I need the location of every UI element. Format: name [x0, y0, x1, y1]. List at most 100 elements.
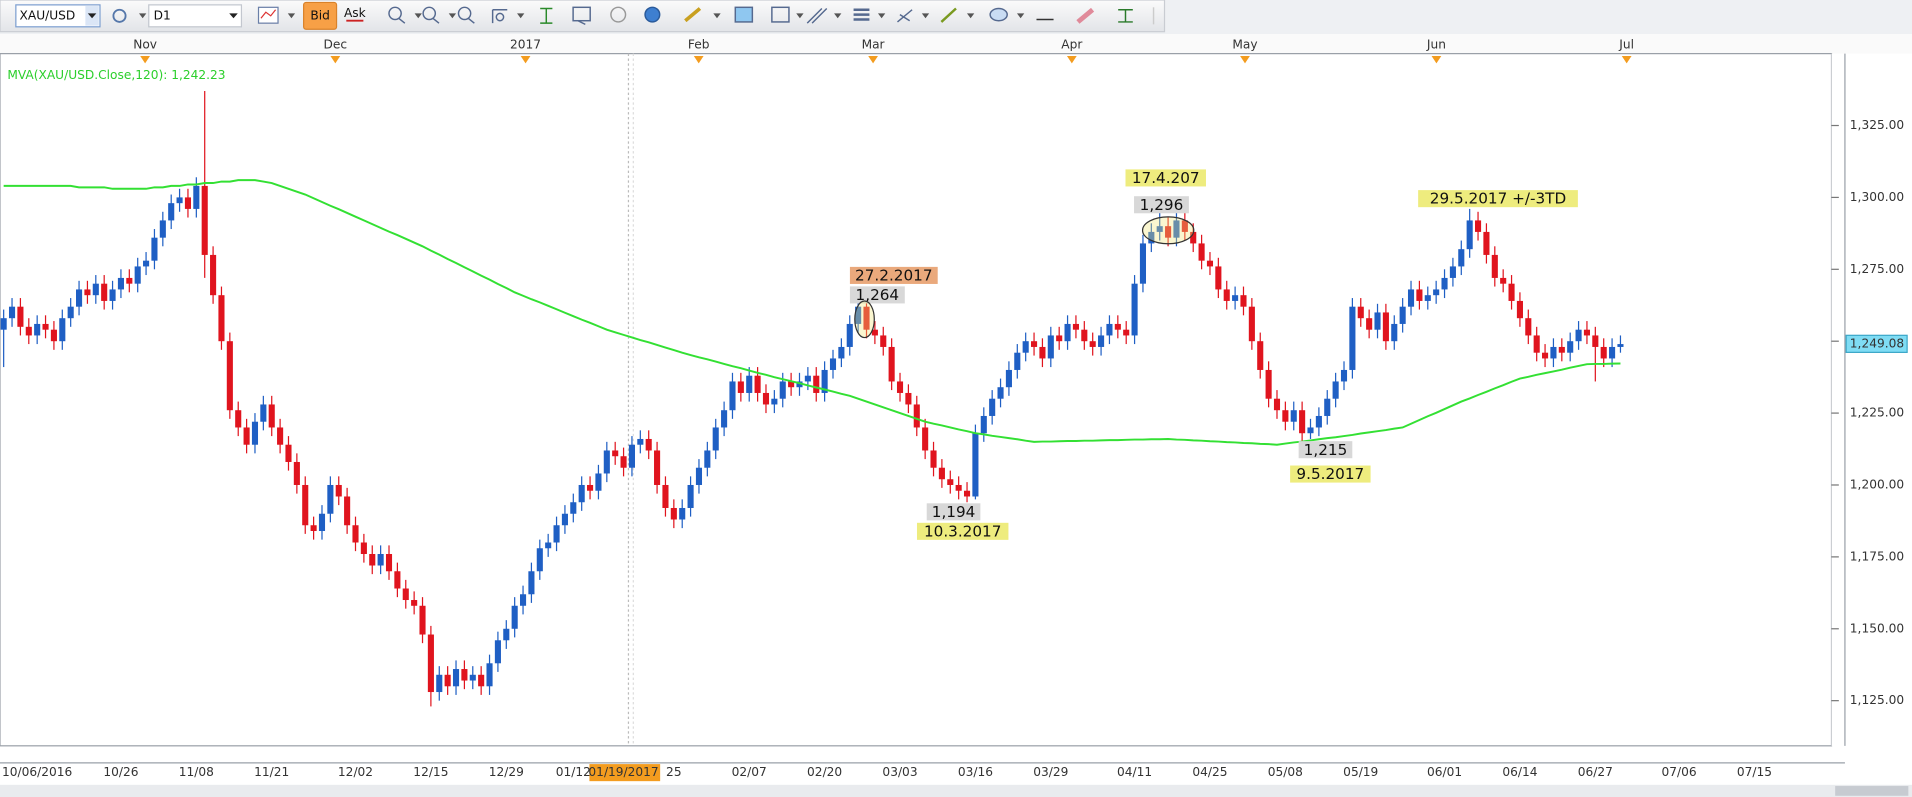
candle-body: [1466, 220, 1473, 250]
candle-body: [1064, 323, 1071, 342]
annotation-text: 1,215: [1304, 441, 1348, 459]
x-tick-label: 04/11: [1117, 765, 1152, 779]
symbol-combo[interactable]: XAU/USD: [15, 4, 101, 28]
month-marker: [1240, 56, 1250, 64]
candle-body: [1282, 410, 1289, 422]
candle-body: [1558, 346, 1565, 353]
scrollbar-thumb[interactable]: [1835, 786, 1909, 796]
candle-body: [838, 346, 845, 359]
candle-body: [1131, 283, 1138, 336]
candle-body: [1424, 295, 1431, 301]
tool-icons[interactable]: [388, 6, 1155, 26]
annotation-text: 27.2.2017: [855, 267, 932, 285]
x-tick-label: 07/15: [1737, 765, 1772, 779]
candle-body: [1240, 295, 1247, 307]
candle-body: [1223, 289, 1230, 301]
timeframe-combo[interactable]: D1: [148, 4, 243, 28]
candle-body: [1031, 341, 1038, 347]
candle-body: [101, 283, 108, 301]
candle-body: [377, 554, 384, 566]
bid-button[interactable]: Bid: [303, 1, 338, 30]
highlight-ellipse: [854, 300, 875, 339]
candle-body: [947, 479, 954, 485]
y-tick-label: 1,325.00: [1850, 118, 1904, 132]
month-marker: [520, 56, 531, 64]
candle-body: [930, 450, 937, 468]
candle-body: [1508, 283, 1515, 301]
candle-body: [1273, 398, 1281, 411]
candle-body: [603, 450, 610, 474]
annotation-box: [1418, 190, 1578, 208]
candle-body: [821, 369, 828, 393]
candle-body: [578, 484, 585, 503]
candle-body: [151, 237, 158, 261]
candle-body: [1106, 323, 1113, 336]
candle-body: [896, 381, 904, 393]
x-tick-label: 25: [666, 765, 682, 779]
y-tick-label: 1,125.00: [1850, 693, 1904, 707]
candle-body: [452, 669, 460, 687]
x-tick-label: 10/26: [103, 765, 138, 779]
candle-body: [1491, 254, 1498, 278]
candle-body: [813, 375, 820, 393]
candle-body: [59, 318, 66, 342]
candle-body: [1299, 410, 1306, 434]
candle-body: [788, 381, 795, 388]
candle-body: [1449, 266, 1456, 278]
x-tick-label: 07/06: [1662, 765, 1697, 779]
chart-type-icon[interactable]: [112, 8, 147, 23]
indicator-button[interactable]: [257, 6, 296, 24]
candle-body: [804, 375, 811, 382]
candle-body: [1148, 231, 1155, 244]
button-bg: [303, 1, 338, 30]
candle-body: [1567, 341, 1574, 353]
candle-body: [1366, 318, 1373, 330]
y-tick-label: 1,150.00: [1850, 621, 1904, 635]
candle-body: [469, 674, 476, 681]
candle-body: [963, 490, 971, 497]
candle-body: [528, 571, 535, 595]
candle-body: [1139, 243, 1147, 284]
candle-body: [1089, 341, 1096, 347]
y-tick-label: 1,300.00: [1850, 190, 1904, 204]
candle-body: [997, 387, 1004, 399]
candle-body: [645, 438, 652, 451]
x-tick-label: 06/14: [1502, 765, 1537, 779]
candle-body: [1533, 335, 1540, 353]
candle-body: [92, 283, 99, 296]
candle-body: [126, 277, 133, 284]
candle-body: [210, 254, 217, 296]
candle-body: [1056, 335, 1063, 342]
scrollbar[interactable]: [0, 784, 1912, 797]
candle-body: [654, 450, 661, 485]
annotation-text: 1,264: [856, 286, 900, 304]
x-tick-label: 12/02: [338, 765, 373, 779]
candle-body: [1114, 323, 1121, 330]
moving-average: [3, 179, 1621, 446]
month-marker: [1431, 56, 1442, 64]
candle-body: [243, 427, 250, 445]
candle-body: [76, 289, 83, 307]
candle-body: [511, 605, 518, 629]
candle-body: [938, 467, 945, 480]
candle-body: [344, 496, 351, 526]
x-tick-label: 03/03: [882, 765, 917, 779]
candle-body: [1542, 352, 1549, 359]
price-axis-bg: [1831, 53, 1912, 746]
candle-body: [25, 326, 32, 336]
candle-body: [461, 669, 468, 681]
candle-body: [662, 484, 669, 508]
candle-body: [1500, 277, 1507, 284]
annotation-text: 17.4.207: [1132, 169, 1200, 187]
candle-body: [17, 306, 24, 327]
annotation-text: 1,194: [932, 503, 976, 521]
ask-button[interactable]: Ask: [344, 6, 367, 22]
candle-body: [478, 674, 485, 687]
candle-body: [637, 438, 644, 445]
candle-body: [905, 392, 912, 405]
candle-body: [712, 427, 719, 451]
month-label: Jul: [1618, 38, 1634, 52]
candle-body: [972, 433, 979, 497]
candle-body: [1265, 369, 1272, 399]
candle-body: [989, 398, 996, 416]
